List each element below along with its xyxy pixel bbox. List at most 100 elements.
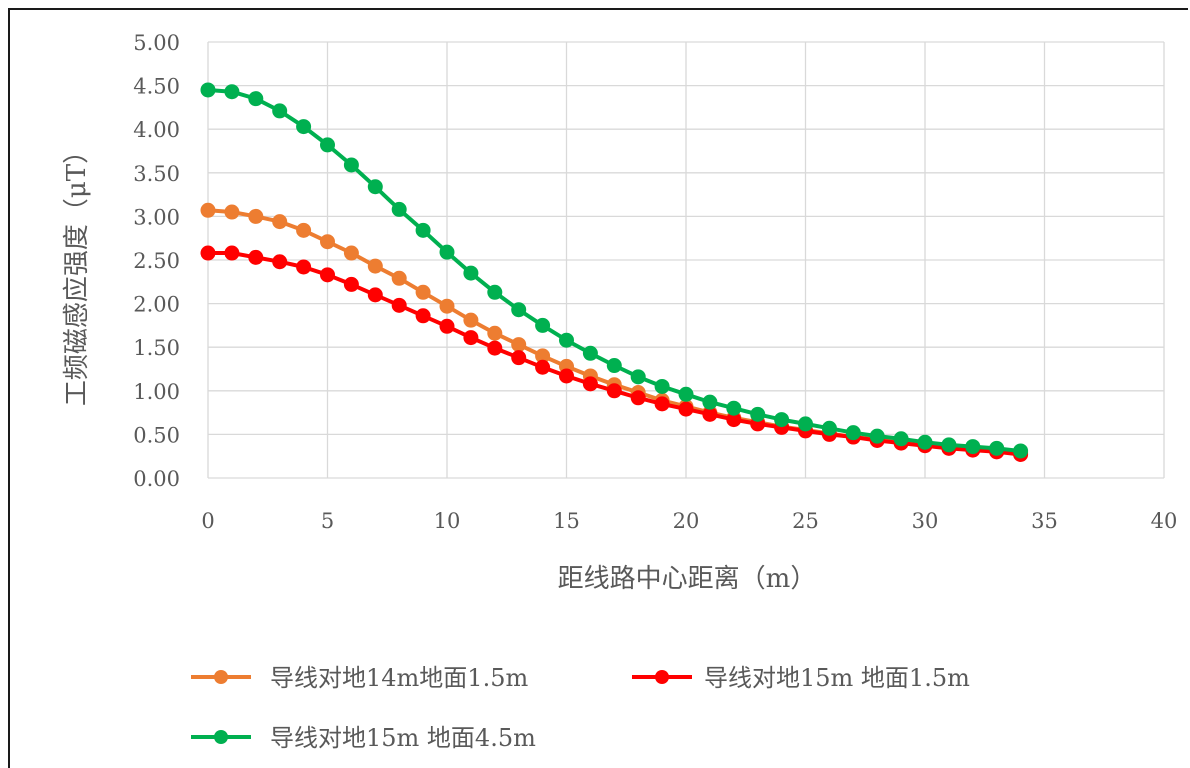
- data-point: [343, 276, 359, 292]
- data-point: [989, 440, 1005, 456]
- y-tick-label: 2.50: [133, 249, 180, 273]
- data-point: [200, 82, 216, 98]
- data-point: [774, 412, 790, 428]
- data-point: [320, 137, 335, 153]
- x-axis-title: 距线路中心距离（m）: [558, 564, 817, 594]
- data-point: [463, 330, 479, 346]
- x-tick-label: 10: [434, 509, 461, 533]
- data-point: [702, 406, 718, 422]
- data-point: [582, 345, 598, 361]
- y-tick-label: 1.00: [133, 380, 180, 404]
- data-point: [1013, 443, 1029, 459]
- data-point: [248, 91, 264, 107]
- series-line-1: [208, 251, 1021, 457]
- data-point: [798, 416, 813, 432]
- data-point: [559, 332, 574, 348]
- data-point: [224, 204, 240, 220]
- data-point: [582, 376, 598, 392]
- y-tick-label: 4.00: [133, 118, 180, 142]
- data-point: [511, 337, 527, 353]
- y-axis-ticks: 0.00 0.50 1.00 1.50 2.00 2.50 3.00 3.50 4.00 4.50…: [133, 31, 180, 491]
- data-point: [343, 157, 359, 173]
- data-point: [678, 401, 694, 417]
- series-group: [200, 82, 1029, 462]
- series-1: [200, 245, 1029, 462]
- data-point: [965, 439, 981, 455]
- data-point: [463, 312, 479, 328]
- x-tick-label: 20: [673, 509, 700, 533]
- data-point: [391, 270, 407, 286]
- y-tick-label: 0.00: [133, 467, 180, 491]
- data-point: [630, 390, 646, 406]
- data-point: [415, 284, 431, 300]
- x-tick-label: 15: [553, 509, 580, 533]
- data-point: [535, 348, 551, 364]
- data-point: [511, 302, 527, 318]
- chart-frame: [8, 8, 1188, 768]
- x-tick-label: 35: [1031, 509, 1058, 533]
- y-tick-label: 0.50: [133, 423, 180, 447]
- data-point: [559, 368, 574, 384]
- data-point: [941, 437, 957, 453]
- data-point: [606, 358, 622, 374]
- data-point: [630, 369, 646, 385]
- data-point: [248, 249, 264, 265]
- legend-swatch-marker-0: [214, 670, 228, 684]
- data-point: [320, 234, 335, 250]
- legend-item-1: 导线对地15m 地面1.5m: [632, 664, 970, 692]
- data-point: [511, 350, 527, 366]
- data-point: [606, 383, 622, 399]
- legend-swatch-marker-2: [214, 730, 228, 744]
- x-tick-label: 30: [912, 509, 939, 533]
- data-point: [296, 259, 312, 275]
- legend-swatch-marker-1: [655, 670, 669, 684]
- data-point: [296, 222, 312, 238]
- legend: 导线对地14m地面1.5m 导线对地15m 地面1.5m 导线对地15m 地面4…: [191, 664, 970, 752]
- data-point: [535, 317, 551, 333]
- data-point: [869, 428, 885, 444]
- data-point: [726, 412, 742, 428]
- data-point: [272, 254, 288, 270]
- legend-label-2: 导线对地15m 地面4.5m: [270, 724, 536, 752]
- data-point: [224, 84, 240, 100]
- data-point: [702, 394, 718, 410]
- data-point: [439, 244, 455, 260]
- series-2: [200, 82, 1029, 459]
- gridlines: [207, 41, 1165, 479]
- data-point: [821, 420, 837, 436]
- data-point: [248, 208, 264, 224]
- x-tick-label: 25: [792, 509, 819, 533]
- data-point: [487, 340, 503, 356]
- data-point: [439, 318, 455, 334]
- y-tick-label: 1.50: [133, 336, 180, 360]
- x-tick-label: 40: [1151, 509, 1178, 533]
- data-point: [367, 287, 383, 303]
- data-point: [200, 245, 216, 261]
- y-tick-label: 2.00: [133, 293, 180, 317]
- data-point: [726, 400, 742, 416]
- data-point: [893, 431, 909, 447]
- data-point: [750, 406, 766, 422]
- data-point: [654, 378, 670, 394]
- data-point: [391, 297, 407, 313]
- data-point: [487, 325, 503, 341]
- data-point: [917, 434, 933, 450]
- data-point: [845, 425, 861, 441]
- data-point: [415, 308, 431, 324]
- data-point: [367, 258, 383, 274]
- y-tick-label: 3.50: [133, 162, 180, 186]
- data-point: [463, 265, 479, 281]
- series-0: [200, 202, 1029, 461]
- y-tick-label: 4.50: [133, 75, 180, 99]
- data-point: [535, 359, 551, 375]
- data-point: [391, 201, 407, 217]
- legend-label-0: 导线对地14m地面1.5m: [270, 664, 528, 692]
- y-tick-label: 3.00: [133, 205, 180, 229]
- data-point: [654, 396, 670, 412]
- data-point: [343, 245, 359, 261]
- x-tick-label: 0: [201, 509, 214, 533]
- data-point: [296, 119, 312, 135]
- data-point: [272, 214, 288, 230]
- data-point: [272, 103, 288, 119]
